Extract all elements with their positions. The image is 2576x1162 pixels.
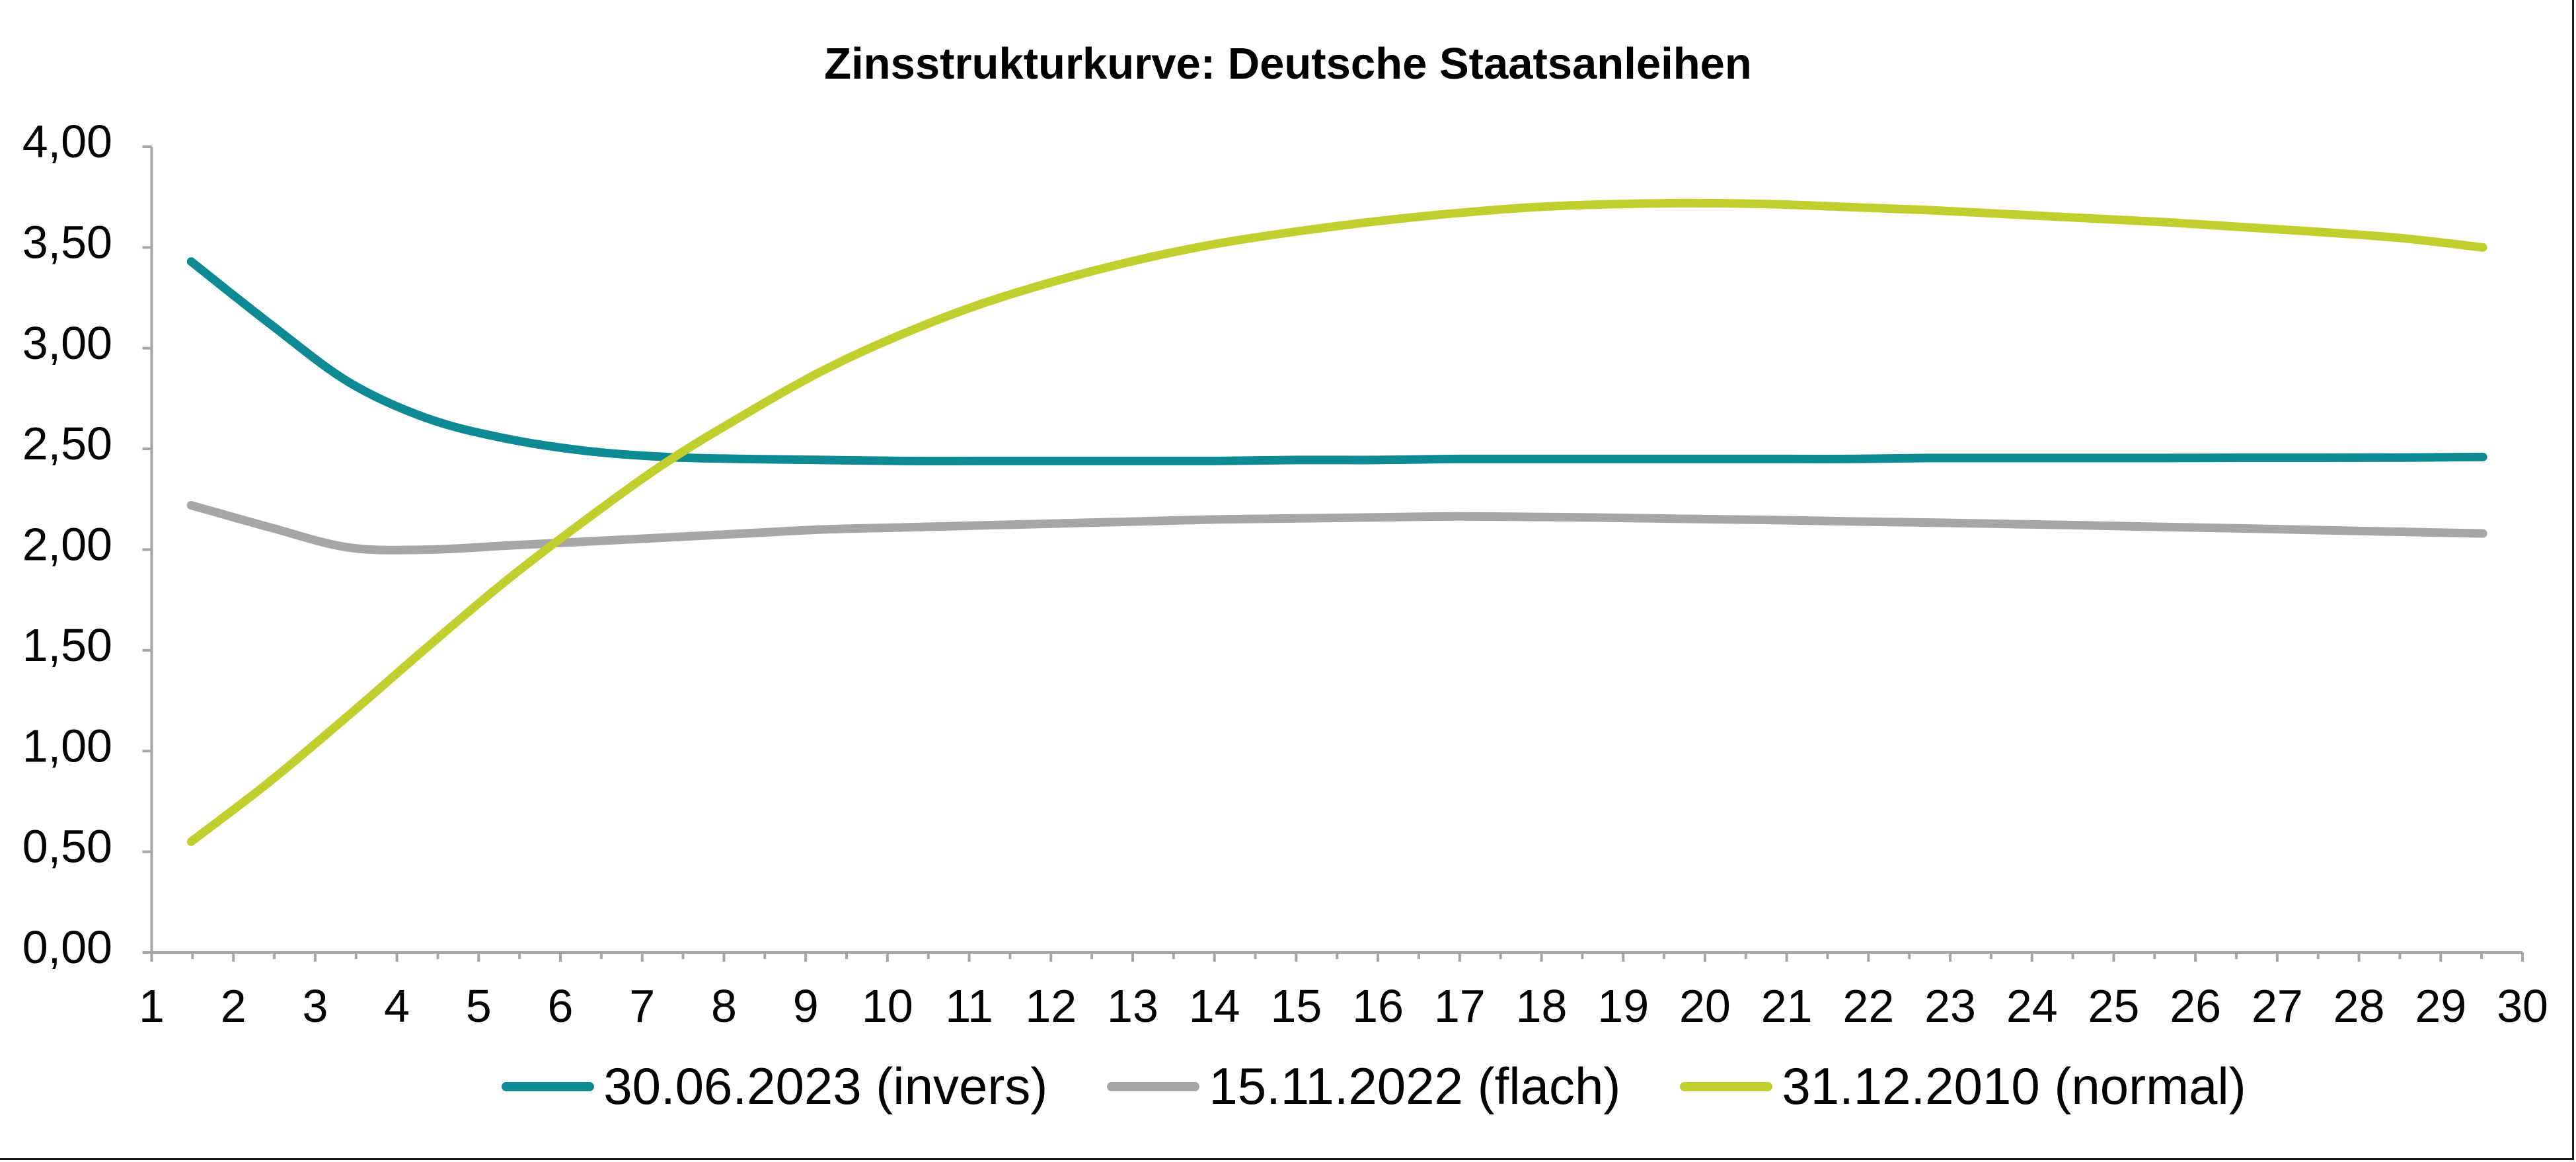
- svg-text:23: 23: [1924, 980, 1976, 1032]
- svg-text:3,00: 3,00: [22, 317, 112, 369]
- svg-text:14: 14: [1189, 980, 1240, 1032]
- svg-text:28: 28: [2333, 980, 2385, 1032]
- svg-text:25: 25: [2088, 980, 2140, 1032]
- svg-text:19: 19: [1597, 980, 1649, 1032]
- svg-text:30: 30: [2497, 980, 2548, 1032]
- svg-text:6: 6: [548, 980, 574, 1032]
- svg-text:9: 9: [793, 980, 819, 1032]
- svg-text:1,00: 1,00: [22, 720, 112, 771]
- svg-text:20: 20: [1679, 980, 1731, 1032]
- svg-text:7: 7: [629, 980, 655, 1032]
- svg-text:13: 13: [1107, 980, 1158, 1032]
- svg-text:0,00: 0,00: [22, 921, 112, 973]
- svg-text:22: 22: [1842, 980, 1894, 1032]
- svg-text:21: 21: [1761, 980, 1813, 1032]
- svg-text:2,50: 2,50: [22, 418, 112, 469]
- svg-text:1,50: 1,50: [22, 619, 112, 671]
- svg-text:2,00: 2,00: [22, 519, 112, 570]
- svg-text:29: 29: [2415, 980, 2466, 1032]
- svg-text:17: 17: [1434, 980, 1486, 1032]
- svg-text:24: 24: [2006, 980, 2058, 1032]
- svg-text:5: 5: [466, 980, 492, 1032]
- svg-text:2: 2: [221, 980, 246, 1032]
- svg-text:12: 12: [1025, 980, 1077, 1032]
- svg-text:18: 18: [1516, 980, 1568, 1032]
- svg-text:8: 8: [711, 980, 737, 1032]
- svg-text:27: 27: [2252, 980, 2303, 1032]
- svg-text:16: 16: [1352, 980, 1404, 1032]
- svg-text:3: 3: [302, 980, 328, 1032]
- svg-text:4,00: 4,00: [22, 116, 112, 167]
- svg-text:0,50: 0,50: [22, 821, 112, 872]
- svg-text:1: 1: [139, 980, 165, 1032]
- svg-text:26: 26: [2170, 980, 2221, 1032]
- svg-text:3,50: 3,50: [22, 216, 112, 268]
- svg-text:10: 10: [862, 980, 913, 1032]
- svg-text:15: 15: [1270, 980, 1322, 1032]
- svg-text:4: 4: [384, 980, 410, 1032]
- svg-text:11: 11: [945, 980, 993, 1032]
